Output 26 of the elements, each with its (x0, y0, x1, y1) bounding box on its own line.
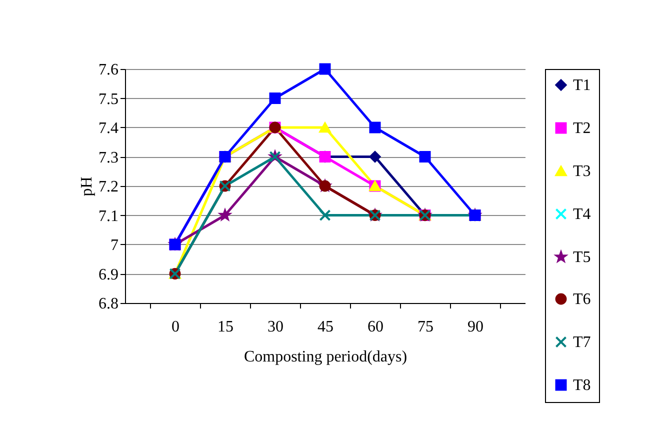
legend-label: T6 (573, 291, 591, 308)
x-tick-label: 60 (368, 318, 384, 336)
y-tick-label: 7.6 (98, 62, 118, 78)
legend-label: T2 (573, 120, 591, 137)
x-axis-title: Composting period(days) (244, 348, 408, 366)
x-tick-label: 90 (468, 318, 484, 336)
legend-label: T8 (573, 377, 591, 394)
y-tick-label: 7.2 (98, 178, 118, 196)
y-axis-title: pH (78, 176, 96, 196)
y-tick-label: 7.1 (98, 208, 118, 225)
y-tick-label: 7.4 (98, 120, 118, 137)
x-tick-label: 15 (218, 318, 234, 336)
y-tick-label: 7.3 (98, 149, 118, 166)
x-tick-label: 75 (418, 318, 434, 336)
legend-label: T5 (573, 249, 591, 266)
legend-label: T4 (573, 206, 591, 223)
legend-label: T7 (573, 334, 591, 351)
x-tick-label: 45 (318, 318, 334, 336)
x-tick-label: 0 (172, 318, 180, 336)
y-tick-label: 7 (110, 237, 118, 254)
y-tick-label: 6.8 (98, 296, 118, 312)
legend-label: T3 (573, 163, 591, 180)
legend-label: T1 (573, 77, 591, 94)
x-tick-label: 30 (268, 318, 284, 336)
y-tick-label: 6.9 (98, 266, 118, 284)
y-tick-label: 7.5 (98, 90, 118, 108)
